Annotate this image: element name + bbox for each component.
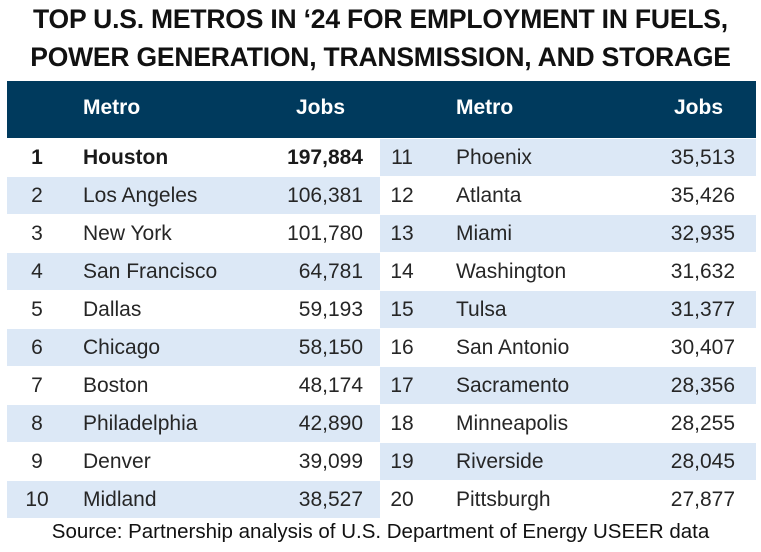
jobs-cell: 197,884 xyxy=(287,146,363,169)
rank-cell: 15 xyxy=(390,298,414,321)
jobs-cell: 59,193 xyxy=(298,298,363,321)
metro-cell: Miami xyxy=(456,222,512,245)
metro-cell: Washington xyxy=(456,260,567,283)
jobs-cell: 28,356 xyxy=(670,374,735,397)
jobs-cell: 48,174 xyxy=(298,374,363,397)
header-jobs-right: Jobs xyxy=(674,96,724,119)
table-row: 15 Tulsa 31,377 xyxy=(380,291,756,328)
rank-cell: 11 xyxy=(391,146,413,169)
table-row: 6 Chicago 58,150 xyxy=(7,329,380,366)
jobs-cell: 32,935 xyxy=(670,222,735,245)
jobs-cell: 28,255 xyxy=(670,412,735,435)
table-row: 16 San Antonio 30,407 xyxy=(380,329,756,366)
metro-cell: Los Angeles xyxy=(83,184,198,207)
metro-cell: Pittsburgh xyxy=(456,488,551,511)
table-row: 11 Phoenix 35,513 xyxy=(380,139,756,176)
metro-cell: Atlanta xyxy=(456,184,522,207)
table-left: 1 Houston 197,884 2 Los Angeles 106,381 3 New Y… xyxy=(7,139,380,519)
metro-cell: Midland xyxy=(83,488,157,511)
metro-cell: Riverside xyxy=(456,450,544,473)
table-row: 17 Sacramento 28,356 xyxy=(380,367,756,404)
jobs-cell: 106,381 xyxy=(287,184,363,207)
header-metro-left: Metro xyxy=(83,96,141,119)
rank-cell: 9 xyxy=(31,450,43,473)
metro-cell: Sacramento xyxy=(456,374,570,397)
metro-cell: San Antonio xyxy=(456,336,570,359)
table-row: 18 Minneapolis 28,255 xyxy=(380,405,756,442)
rank-cell: 1 xyxy=(31,146,43,169)
title-line-2: POWER GENERATION, TRANSMISSION, AND STOR… xyxy=(30,42,731,72)
rank-cell: 13 xyxy=(390,222,414,245)
jobs-cell: 101,780 xyxy=(287,222,363,245)
jobs-cell: 35,513 xyxy=(670,146,735,169)
rank-cell: 18 xyxy=(390,412,414,435)
table-header: Metro Jobs Metro Jobs xyxy=(7,81,756,138)
rank-cell: 20 xyxy=(390,488,414,511)
metro-cell: New York xyxy=(83,222,172,245)
source-note: Source: Partnership analysis of U.S. Dep… xyxy=(51,520,710,543)
table-row: 13 Miami 32,935 xyxy=(380,215,756,252)
title-line-1: TOP U.S. METROS IN ‘24 FOR EMPLOYMENT IN… xyxy=(33,4,728,34)
rank-cell: 5 xyxy=(31,298,43,321)
metro-cell: Denver xyxy=(83,450,151,473)
table-row: 10 Midland 38,527 xyxy=(7,481,380,518)
rank-cell: 8 xyxy=(31,412,43,435)
table-row: 14 Washington 31,632 xyxy=(380,253,756,290)
jobs-cell: 35,426 xyxy=(670,184,735,207)
jobs-cell: 28,045 xyxy=(670,450,735,473)
rank-cell: 17 xyxy=(390,374,414,397)
rank-cell: 19 xyxy=(390,450,414,473)
header-metro-right: Metro xyxy=(456,96,514,119)
rank-cell: 6 xyxy=(31,336,43,359)
table-row: 7 Boston 48,174 xyxy=(7,367,380,404)
table-row: 8 Philadelphia 42,890 xyxy=(7,405,380,442)
rank-cell: 16 xyxy=(390,336,414,359)
metro-cell: Houston xyxy=(83,146,169,169)
metro-cell: Phoenix xyxy=(456,146,532,169)
jobs-cell: 31,377 xyxy=(670,298,735,321)
jobs-cell: 39,099 xyxy=(298,450,363,473)
rank-cell: 14 xyxy=(390,260,414,283)
metro-cell: Minneapolis xyxy=(456,412,569,435)
rank-cell: 4 xyxy=(31,260,43,283)
rank-cell: 12 xyxy=(390,184,414,207)
jobs-cell: 31,632 xyxy=(670,260,735,283)
jobs-cell: 27,877 xyxy=(670,488,735,511)
jobs-cell: 42,890 xyxy=(298,412,363,435)
table-row: 19 Riverside 28,045 xyxy=(380,443,756,480)
metro-cell: San Francisco xyxy=(83,260,218,283)
table-row: 20 Pittsburgh 27,877 xyxy=(380,481,756,518)
table-row: 1 Houston 197,884 xyxy=(7,139,380,176)
table-row: 4 San Francisco 64,781 xyxy=(7,253,380,290)
rank-cell: 2 xyxy=(31,184,43,207)
table-row: 12 Atlanta 35,426 xyxy=(380,177,756,214)
metro-cell: Dallas xyxy=(83,298,142,321)
jobs-cell: 58,150 xyxy=(298,336,363,359)
rank-cell: 10 xyxy=(25,488,49,511)
jobs-cell: 38,527 xyxy=(298,488,363,511)
jobs-cell: 30,407 xyxy=(670,336,735,359)
metro-cell: Tulsa xyxy=(456,298,507,321)
table-row: 5 Dallas 59,193 xyxy=(7,291,380,328)
table-row: 9 Denver 39,099 xyxy=(7,443,380,480)
table-row: 3 New York 101,780 xyxy=(7,215,380,252)
table-right: 11 Phoenix 35,513 12 Atlanta 35,426 13 Miami 32,… xyxy=(380,139,756,519)
table-row: 2 Los Angeles 106,381 xyxy=(7,177,380,214)
jobs-cell: 64,781 xyxy=(298,260,363,283)
metro-cell: Chicago xyxy=(83,336,161,359)
metro-cell: Philadelphia xyxy=(83,412,198,435)
rank-cell: 7 xyxy=(31,374,43,397)
metro-cell: Boston xyxy=(83,374,149,397)
rank-cell: 3 xyxy=(31,222,43,245)
header-jobs-left: Jobs xyxy=(296,96,346,119)
